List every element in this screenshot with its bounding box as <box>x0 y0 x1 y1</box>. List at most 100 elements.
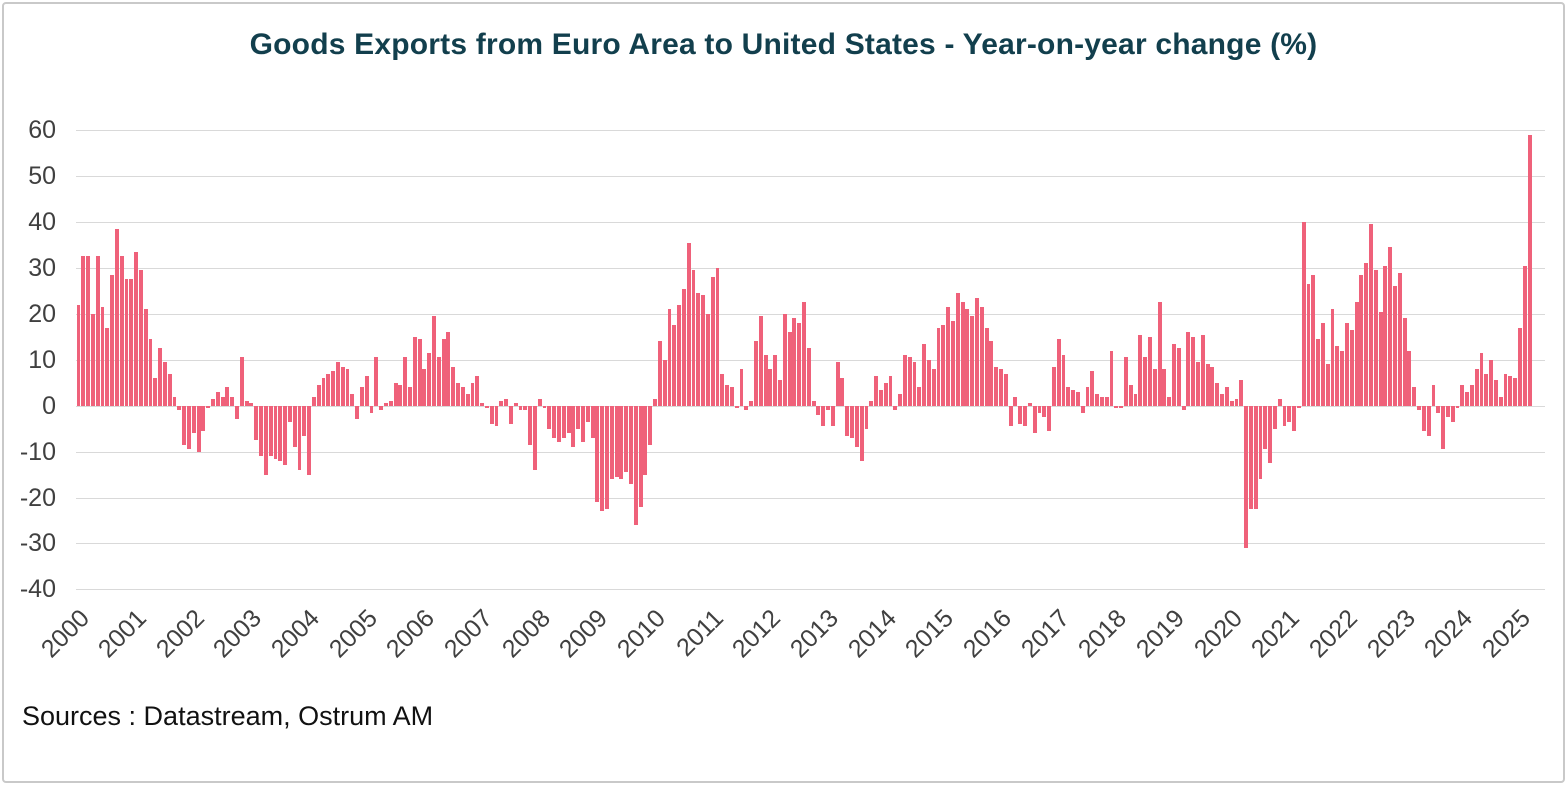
bar <box>470 382 475 406</box>
bar <box>922 343 927 406</box>
bar <box>778 380 782 406</box>
bar <box>1503 373 1508 406</box>
bar <box>239 357 244 406</box>
bar <box>1095 394 1100 406</box>
bar <box>902 355 907 406</box>
bar <box>254 405 259 441</box>
bar <box>1215 382 1220 406</box>
bar <box>590 405 595 438</box>
bar <box>119 256 124 406</box>
bar <box>1234 398 1239 406</box>
bar <box>1465 391 1470 406</box>
bar <box>403 357 408 406</box>
bar <box>672 325 677 406</box>
bar <box>624 405 629 473</box>
bar <box>960 302 965 406</box>
bar <box>859 405 864 461</box>
bar <box>225 387 230 406</box>
bar <box>384 403 388 406</box>
bar <box>576 405 581 429</box>
bar <box>412 336 417 406</box>
bar <box>605 405 609 510</box>
bar <box>893 405 898 411</box>
bar <box>941 325 946 406</box>
bar <box>662 359 667 406</box>
bar <box>1148 336 1152 406</box>
bar <box>86 256 90 406</box>
bar <box>571 405 576 448</box>
bar <box>994 366 999 406</box>
bar <box>816 405 821 415</box>
bar <box>566 405 571 434</box>
bar <box>715 267 720 406</box>
bar <box>321 378 326 406</box>
gridline <box>76 451 1545 453</box>
bar <box>489 405 494 425</box>
bar <box>388 401 393 406</box>
bar <box>206 405 211 408</box>
bar <box>595 405 600 503</box>
bar <box>835 362 840 406</box>
bar <box>1335 345 1340 406</box>
bar <box>292 405 297 448</box>
bar <box>331 371 336 406</box>
bar <box>191 405 196 434</box>
bar <box>951 320 955 406</box>
bar <box>648 405 653 445</box>
bar <box>1296 405 1301 408</box>
bar <box>557 405 561 443</box>
bar <box>1167 396 1172 406</box>
bar <box>1359 274 1364 406</box>
bar <box>787 332 792 406</box>
bar <box>1474 368 1479 406</box>
bar <box>355 405 360 420</box>
bar <box>946 306 951 406</box>
bar <box>1479 352 1484 406</box>
bar <box>307 405 312 475</box>
bar <box>1527 134 1532 406</box>
bar <box>201 405 206 431</box>
bar <box>364 375 369 406</box>
bar <box>1061 355 1066 406</box>
bar <box>379 405 384 411</box>
bar <box>244 401 249 406</box>
bar <box>729 387 734 406</box>
bar <box>177 405 182 411</box>
gridline <box>76 405 1545 407</box>
bar <box>749 401 754 406</box>
bar <box>1152 368 1157 406</box>
bar <box>710 277 715 406</box>
bar <box>975 297 979 406</box>
bar <box>705 313 710 406</box>
bar <box>754 341 758 406</box>
bar <box>725 385 730 406</box>
bar <box>138 270 143 406</box>
bar <box>95 256 100 406</box>
bar <box>158 348 163 406</box>
bar <box>1080 405 1085 413</box>
y-axis-label: 50 <box>28 162 56 191</box>
bar <box>989 341 994 406</box>
bar <box>393 382 398 406</box>
bar <box>182 405 187 445</box>
bar <box>864 405 869 429</box>
bar <box>81 256 86 406</box>
bar <box>1186 332 1191 406</box>
bar <box>878 389 883 406</box>
bar <box>1417 405 1421 411</box>
bar <box>504 398 509 406</box>
bar <box>335 362 340 406</box>
bar <box>1388 247 1393 406</box>
bar <box>90 313 95 406</box>
bar <box>456 382 460 406</box>
bar <box>480 403 484 406</box>
bar <box>1229 401 1234 406</box>
bar <box>1455 405 1460 408</box>
bar <box>1345 323 1349 406</box>
bar <box>451 366 456 406</box>
bar <box>1354 302 1359 406</box>
bar <box>1513 378 1518 406</box>
bar <box>1364 263 1369 406</box>
bar <box>432 316 436 406</box>
bar <box>345 368 350 406</box>
